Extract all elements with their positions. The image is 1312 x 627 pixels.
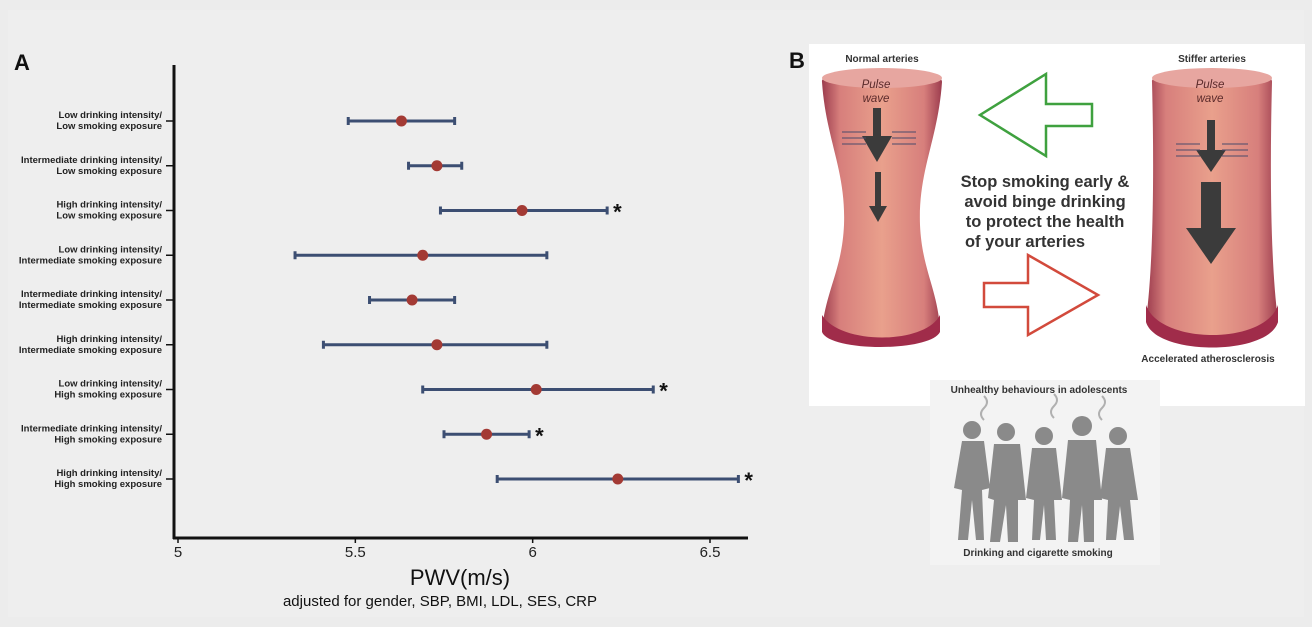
pulse-arrow-normal-icon [842, 108, 916, 222]
significance-star: * [613, 200, 622, 225]
panel-b-letter: B [789, 48, 805, 73]
message-line-1: Stop smoking early & [961, 173, 1130, 191]
row-label-line2: Intermediate smoking exposure [19, 300, 162, 311]
row-label-line2: Intermediate smoking exposure [19, 255, 162, 266]
message-line-4: of your arteries [965, 233, 1085, 251]
x-axis-subtitle: adjusted for gender, SBP, BMI, LDL, SES,… [283, 593, 597, 610]
pulse-text-1: Pulse [862, 79, 891, 91]
message-line-2: avoid binge drinking [964, 193, 1125, 211]
unhealthy-behaviours-label: Unhealthy behaviours in adolescents [951, 385, 1128, 396]
estimate-point [431, 160, 443, 172]
left-arrow-green-icon [977, 71, 1094, 159]
panel-a-letter: A [14, 50, 30, 75]
row-label-line1: Low drinking intensity/ [59, 379, 163, 390]
pulse-arrow-stiffer-icon [1176, 120, 1248, 264]
significance-star: * [659, 379, 668, 404]
row-label-line1: Intermediate drinking intensity/ [21, 155, 162, 166]
pulse-text-2: Pulse [1196, 79, 1225, 91]
x-tick-label: 6 [528, 544, 536, 561]
estimate-point [516, 205, 528, 216]
adolescents-silhouette-icon [954, 416, 1138, 542]
message-text: Stop smoking early & avoid binge drinkin… [961, 173, 1130, 251]
estimate-point [417, 249, 429, 261]
estimate-point [431, 339, 443, 351]
normal-artery [821, 68, 943, 347]
wave-text-2: wave [1197, 93, 1224, 105]
row-label-line2: Low smoking exposure [56, 121, 162, 132]
normal-arteries-label: Normal arteries [845, 54, 919, 65]
smoke-icon [980, 393, 1106, 421]
estimate-point [612, 473, 624, 485]
chart-marks: * * * * [293, 115, 753, 493]
stiffer-arteries-label: Stiffer arteries [1178, 54, 1246, 65]
row-label-line1: Low drinking intensity/ [59, 110, 163, 121]
row-label-line2: Low smoking exposure [56, 211, 162, 222]
row-label-line1: High drinking intensity/ [56, 468, 162, 479]
estimate-point [395, 115, 407, 127]
x-axis-title: PWV(m/s) [410, 565, 510, 590]
accelerated-atherosclerosis-label: Accelerated atherosclerosis [1141, 354, 1275, 365]
row-label-line1: High drinking intensity/ [56, 200, 162, 211]
row-label-line1: Intermediate drinking intensity/ [21, 423, 162, 434]
x-tick-label: 5.5 [345, 544, 366, 561]
wave-text-1: wave [863, 93, 890, 105]
row-label-line2: High smoking exposure [54, 479, 162, 490]
estimate-point [406, 294, 418, 306]
row-label-line1: High drinking intensity/ [56, 334, 162, 345]
estimate-point [481, 428, 493, 440]
x-ticks: 5 5.5 6 6.5 [174, 538, 721, 561]
row-label-line2: Low smoking exposure [56, 166, 162, 177]
x-tick-label: 5 [174, 544, 182, 561]
significance-star: * [744, 468, 753, 493]
message-line-3: to protect the health [966, 213, 1125, 231]
row-label-line2: High smoking exposure [54, 390, 162, 401]
row-label-line1: Low drinking intensity/ [59, 244, 163, 255]
drinking-smoking-label: Drinking and cigarette smoking [963, 548, 1112, 559]
estimate-point [530, 384, 542, 395]
y-labels: Low drinking intensity/Low smoking expos… [19, 110, 174, 490]
row-label-line2: High smoking exposure [54, 434, 162, 445]
significance-star: * [535, 423, 544, 448]
plot-area [172, 65, 748, 540]
row-label-line2: Intermediate smoking exposure [19, 345, 162, 356]
x-tick-label: 6.5 [700, 544, 721, 561]
right-arrow-red-icon [982, 252, 1101, 338]
row-label-line1: Intermediate drinking intensity/ [21, 289, 162, 300]
